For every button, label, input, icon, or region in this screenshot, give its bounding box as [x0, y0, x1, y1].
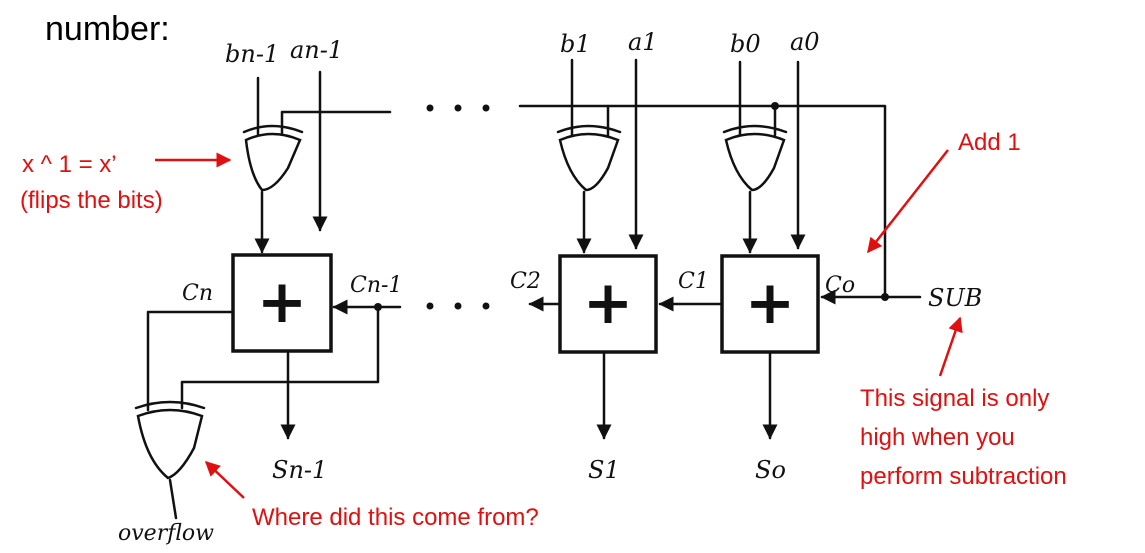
annotation-xor-identity: x ^ 1 = x’ — [22, 151, 117, 178]
page-title: number: — [45, 10, 170, 48]
sub-control-line-right — [518, 104, 887, 299]
ellipsis-dot — [482, 104, 490, 112]
ellipsis-dot — [482, 302, 490, 310]
adder-n-1-symbol: + — [257, 267, 307, 337]
ellipsis-dot — [426, 104, 434, 112]
sub-junction — [771, 102, 779, 110]
output-label-sn-1: Sn-1 — [272, 456, 327, 484]
annotation-arrow-overflow — [204, 460, 245, 499]
input-label-an-1: an-1 — [290, 36, 343, 64]
carry-label-cn: Cn — [182, 281, 213, 306]
xor-gate-1 — [556, 124, 622, 192]
xor-gate-overflow — [134, 400, 206, 480]
xor-gate-n-1 — [242, 124, 304, 192]
ellipsis-dot — [454, 302, 462, 310]
adder-0-symbol: + — [745, 268, 795, 338]
annotation-flips-bits: (flips the bits) — [20, 187, 163, 214]
ellipsis-dot — [454, 104, 462, 112]
annotation-arrow-sub — [938, 316, 963, 377]
carry-label-c2: C2 — [510, 269, 541, 294]
input-label-b1: b1 — [560, 30, 591, 58]
adder-n-1 — [231, 253, 333, 353]
annotation-arrow-add-one — [867, 149, 949, 254]
annotation-signal-line3: perform subtraction — [860, 463, 1067, 490]
annotation-add-one: Add 1 — [958, 129, 1021, 156]
adder-1-symbol: + — [583, 268, 633, 338]
input-label-b0: b0 — [730, 30, 761, 58]
carry-cn — [146, 310, 235, 412]
carry-label-c0: Co — [825, 273, 855, 298]
ellipsis-dot — [426, 302, 434, 310]
carry-label-c1: C1 — [678, 269, 709, 294]
carry-label-cn-1: Cn-1 — [350, 273, 402, 298]
sub-label: SUB — [928, 284, 982, 312]
annotation-signal-line1: This signal is only — [860, 385, 1049, 412]
sub-junction-c0 — [881, 293, 889, 301]
annotation-signal-line2: high when you — [860, 424, 1015, 451]
adder-1 — [558, 254, 658, 354]
overflow-wire — [168, 478, 178, 520]
carry-cn-1-tap — [180, 305, 380, 410]
output-label-s0: So — [755, 456, 786, 484]
input-label-a0: a0 — [790, 28, 820, 56]
input-label-bn-1: bn-1 — [225, 40, 279, 68]
annotation-where-from: Where did this come from? — [252, 504, 539, 531]
output-label-s1: S1 — [588, 456, 620, 484]
input-label-a1: a1 — [628, 28, 658, 56]
xor-gate-0 — [722, 124, 788, 192]
output-label-overflow: overflow — [118, 521, 214, 546]
